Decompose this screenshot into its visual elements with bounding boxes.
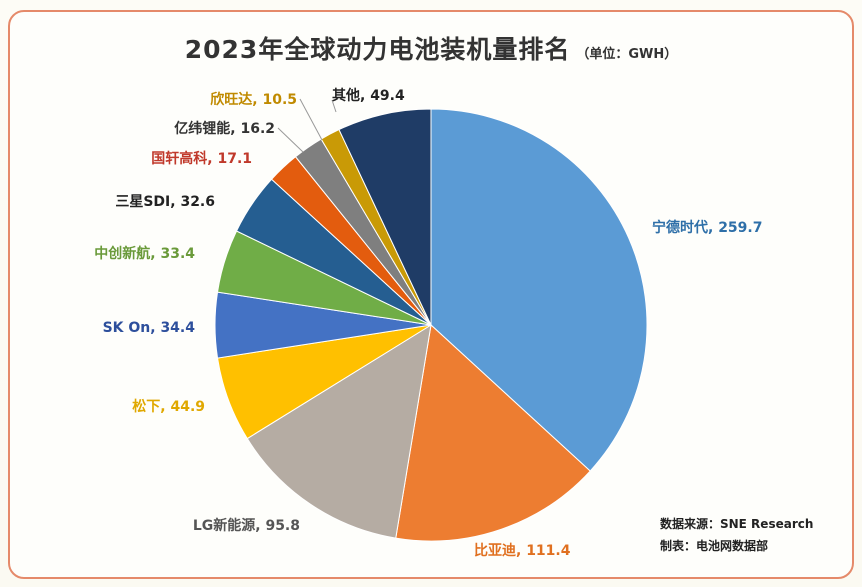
slice-label: 松下, 44.9: [132, 398, 205, 415]
slice-label: 三星SDI, 32.6: [115, 194, 215, 210]
source-note: 数据来源：SNE Research 制表：电池网数据部: [660, 513, 830, 557]
chart-unit: （单位：GWH）: [576, 47, 678, 62]
slice-label: 中创新航, 33.4: [94, 245, 195, 262]
slice-label: 其他, 49.4: [332, 87, 405, 104]
slice-label: 欣旺达, 10.5: [210, 91, 297, 108]
leader-line: [277, 127, 304, 153]
leader-line: [331, 99, 337, 113]
maker-text: 制表：电池网数据部: [660, 539, 769, 553]
pie-slice: [395, 324, 591, 542]
slice-label: SK On, 34.4: [103, 320, 196, 336]
slice-label: 亿纬锂能, 16.2: [174, 120, 275, 137]
pie-slice: [338, 108, 432, 326]
chart-title: 2023年全球动力电池装机量排名 （单位：GWH）: [0, 30, 862, 66]
source-text: 数据来源：SNE Research: [660, 517, 814, 531]
slice-label: 比亚迪, 111.4: [474, 542, 571, 559]
leader-line: [299, 98, 323, 141]
slice-label: 国轩高科, 17.1: [151, 150, 252, 167]
slice-label: 宁德时代, 259.7: [652, 219, 762, 236]
pie-slice: [246, 323, 432, 539]
chart-title-text: 2023年全球动力电池装机量排名: [184, 35, 571, 64]
pie-slice: [430, 108, 648, 472]
slice-label: LG新能源, 95.8: [193, 517, 300, 534]
